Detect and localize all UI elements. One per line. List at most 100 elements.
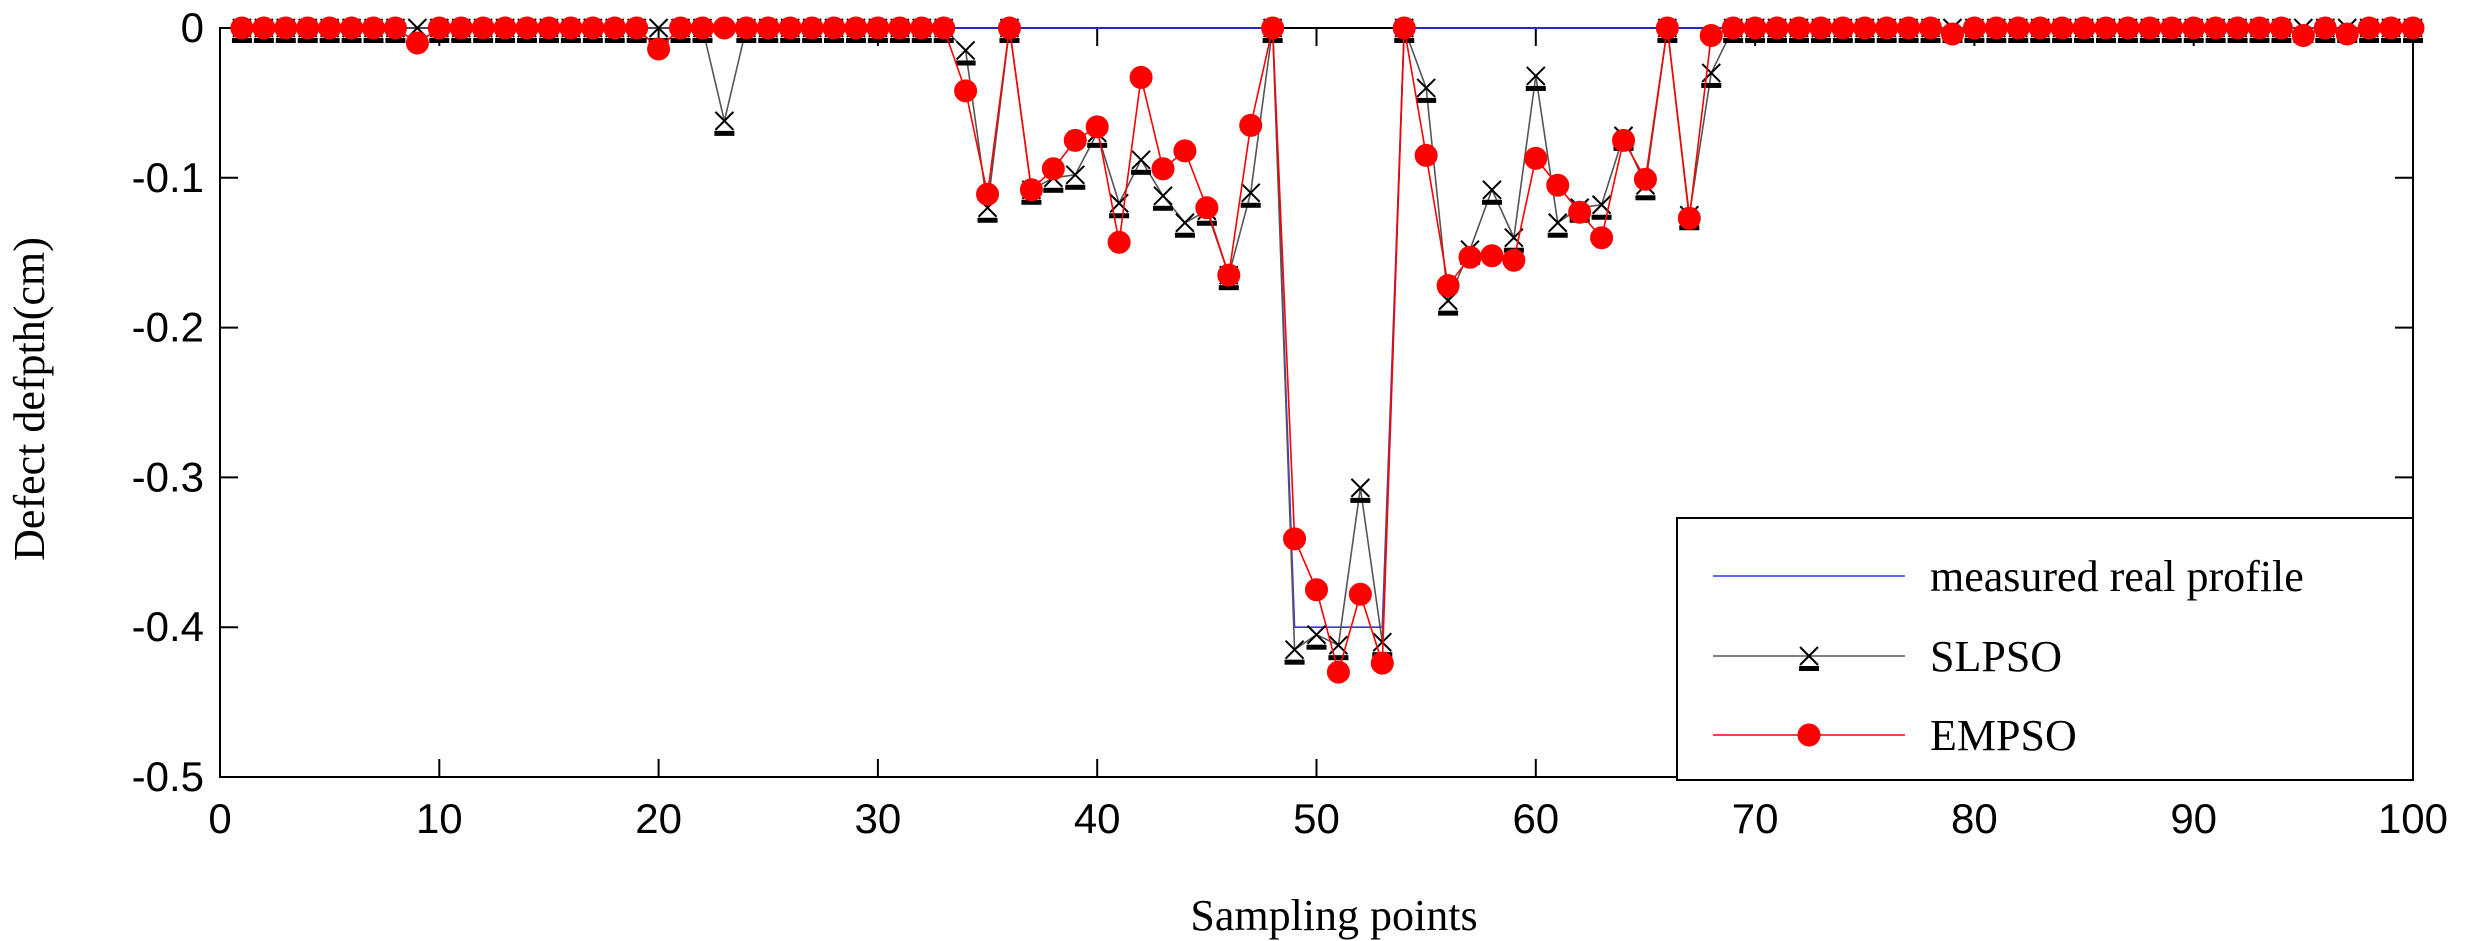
data-point-empso (1612, 128, 1636, 152)
legend-label-slpso: SLPSO (1930, 632, 2062, 681)
series-empso (230, 16, 2425, 684)
data-point-empso (1305, 578, 1328, 602)
data-point-empso (2138, 16, 2162, 40)
data-point-slpso (1547, 213, 1568, 238)
x-tick-label: 40 (1074, 795, 1121, 842)
data-point-empso (1984, 16, 2008, 40)
data-point-empso (1063, 128, 1087, 152)
x-tick-label: 60 (1512, 795, 1559, 842)
data-point-empso (2006, 16, 2030, 40)
data-point-empso (888, 16, 912, 40)
data-point-empso (1129, 65, 1153, 89)
data-point-empso (2291, 23, 2315, 47)
data-point-empso (1743, 16, 1767, 40)
y-tick-label: -0.1 (132, 154, 204, 201)
x-axis-title: Sampling points (1190, 891, 1477, 940)
data-point-empso (383, 16, 407, 40)
data-point-slpso (1174, 213, 1195, 238)
x-tick-label: 100 (2378, 795, 2448, 842)
data-point-empso (2313, 16, 2337, 40)
data-point-empso (274, 16, 298, 40)
legend-entry-slpso: SLPSO (1713, 632, 2062, 681)
data-point-empso (493, 16, 517, 40)
data-point-empso (2094, 16, 2118, 40)
data-point-empso (1195, 196, 1219, 220)
data-point-empso (1283, 527, 1307, 551)
data-point-empso (1787, 16, 1811, 40)
data-point-empso (296, 16, 320, 40)
data-point-empso (1019, 178, 1043, 202)
data-point-empso (1370, 651, 1394, 675)
data-point-empso (449, 16, 473, 40)
legend-entry-empso: EMPSO (1713, 711, 2077, 760)
data-point-slpso (1131, 150, 1152, 175)
x-tick-label: 50 (1293, 795, 1340, 842)
data-point-empso (2182, 16, 2206, 40)
data-point-empso (340, 16, 364, 40)
data-point-empso (1085, 115, 1109, 139)
data-point-empso (1721, 16, 1745, 40)
data-point-empso (1875, 16, 1899, 40)
data-point-slpso (1152, 186, 1173, 211)
data-point-empso (734, 16, 758, 40)
data-point-empso (515, 16, 539, 40)
legend-label-measured-real-profile: measured real profile (1930, 552, 2304, 601)
data-point-empso (778, 16, 802, 40)
x-tick-label: 10 (416, 795, 463, 842)
data-point-empso (1414, 143, 1438, 167)
legend-marker-empso (1797, 723, 1821, 747)
data-point-empso (1655, 16, 1679, 40)
data-point-empso (1458, 245, 1482, 269)
data-point-empso (822, 16, 846, 40)
data-point-empso (603, 16, 627, 40)
data-point-empso (2379, 16, 2403, 40)
data-point-slpso (1284, 639, 1305, 665)
data-point-empso (1677, 206, 1701, 230)
data-point-empso (1436, 274, 1460, 298)
y-tick-label: -0.5 (132, 753, 204, 800)
data-point-empso (318, 16, 342, 40)
data-point-empso (1897, 16, 1921, 40)
legend-label-empso: EMPSO (1930, 711, 2077, 760)
legend: measured real profile SLPSO EMPSO (1676, 517, 2414, 781)
data-point-empso (581, 16, 605, 40)
data-point-empso (2335, 22, 2359, 46)
data-point-empso (756, 16, 780, 40)
data-point-empso (405, 31, 429, 55)
y-tick-label: -0.3 (132, 453, 204, 500)
data-point-slpso (1525, 66, 1546, 91)
y-tick-label: -0.4 (132, 603, 204, 650)
data-point-empso (1699, 23, 1723, 47)
data-point-empso (2072, 16, 2096, 40)
axis-tick-labels: 0 10 20 30 40 50 60 70 80 90 100 0 -0.1 -0.2 -0.3 -0.4 -… (132, 4, 2448, 842)
data-point-empso (2050, 16, 2074, 40)
x-tick-label: 70 (1732, 795, 1779, 842)
data-point-empso (1326, 660, 1350, 684)
data-point-slpso (1481, 180, 1502, 205)
legend-entry-measured-real-profile: measured real profile (1713, 552, 2304, 601)
data-point-empso (2226, 16, 2250, 40)
data-point-empso (2269, 16, 2293, 40)
data-point-empso (954, 79, 978, 103)
data-point-empso (362, 16, 386, 40)
data-point-empso (2028, 16, 2052, 40)
data-point-empso (2204, 16, 2228, 40)
data-point-empso (1151, 157, 1175, 181)
data-point-empso (625, 16, 649, 40)
data-point-empso (1524, 146, 1548, 170)
data-point-empso (1962, 16, 1986, 40)
data-point-empso (1348, 582, 1372, 606)
data-point-empso (2247, 16, 2271, 40)
y-axis-title: Defect defpth(cm) (5, 237, 54, 561)
data-point-empso (712, 16, 736, 40)
data-point-empso (1809, 16, 1833, 40)
data-point-slpso (1065, 165, 1086, 190)
data-point-slpso (1416, 78, 1437, 103)
data-point-empso (997, 16, 1021, 40)
data-point-empso (647, 37, 671, 61)
data-point-empso (1261, 16, 1285, 40)
data-point-empso (1502, 248, 1526, 272)
data-point-empso (1919, 16, 1943, 40)
data-point-empso (1480, 244, 1504, 268)
